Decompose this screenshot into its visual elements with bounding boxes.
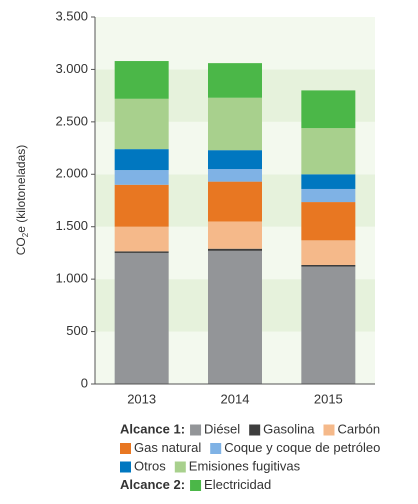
legend-label: Diésel <box>204 421 240 436</box>
x-tick-label: 2015 <box>314 391 343 406</box>
bar-segment <box>208 250 262 384</box>
legend-swatch <box>323 424 335 436</box>
bar-segment <box>301 266 356 384</box>
bar-segment <box>208 150 262 170</box>
legend-label: Carbón <box>337 421 380 436</box>
y-label-sub: 2 <box>21 232 30 237</box>
x-tick-label: 2013 <box>127 391 156 406</box>
legend-title: Alcance 2: <box>120 477 185 492</box>
x-tick-label: 2014 <box>221 391 250 406</box>
bar-segment <box>114 170 169 185</box>
y-label-part: e (kilotoneladas) <box>14 145 28 233</box>
bar-segment <box>114 226 169 252</box>
legend-label: Gas natural <box>134 440 201 455</box>
y-tick-label: 2.500 <box>55 113 88 128</box>
legend-swatch <box>120 461 131 473</box>
bar-segment <box>114 184 169 227</box>
bar-segment <box>208 97 262 151</box>
legend-label: Gasolina <box>263 421 315 436</box>
bar-segment <box>208 248 262 251</box>
y-tick-label: 2.000 <box>55 166 88 181</box>
legend-swatch <box>190 480 202 491</box>
bar-segment <box>301 188 356 203</box>
bar-segment <box>114 98 169 150</box>
bar-segment <box>114 61 169 99</box>
legend-label: Otros <box>134 458 166 473</box>
bar-segment <box>301 240 356 265</box>
bar-segment <box>301 128 356 175</box>
legend-swatch <box>190 424 202 436</box>
y-tick-label: 3.000 <box>55 61 88 76</box>
bar-segment <box>114 252 169 384</box>
bar-segment <box>114 251 169 253</box>
bar-segment <box>208 221 262 249</box>
legend-label: Emisiones fugitivas <box>189 458 301 473</box>
bar-segment <box>301 174 356 189</box>
legend-title: Alcance 1: <box>120 421 185 436</box>
y-axis-label: CO2e (kilotoneladas) <box>14 145 30 256</box>
y-tick-label: 500 <box>66 323 88 338</box>
y-tick-label: 1.000 <box>55 271 88 286</box>
y-tick-label: 3.500 <box>55 8 88 23</box>
y-tick-label: 0 <box>81 375 88 390</box>
bar-segment <box>301 264 356 267</box>
legend-swatch <box>120 443 131 454</box>
bar-segment <box>208 63 262 98</box>
legend-swatch <box>174 461 186 473</box>
legend-label: Electricidad <box>204 477 271 492</box>
legend-swatch <box>210 443 222 454</box>
y-tick-label: 1.500 <box>55 218 88 233</box>
legend-swatch <box>249 424 261 436</box>
bar-segment <box>301 202 356 241</box>
bar-segment <box>208 181 262 222</box>
y-label-part: CO <box>14 237 28 255</box>
bar-segment <box>114 149 169 171</box>
legend-label: Coque y coque de petróleo <box>224 440 380 455</box>
grid-band <box>95 17 375 70</box>
bar-segment <box>301 90 356 129</box>
bar-segment <box>208 169 262 182</box>
